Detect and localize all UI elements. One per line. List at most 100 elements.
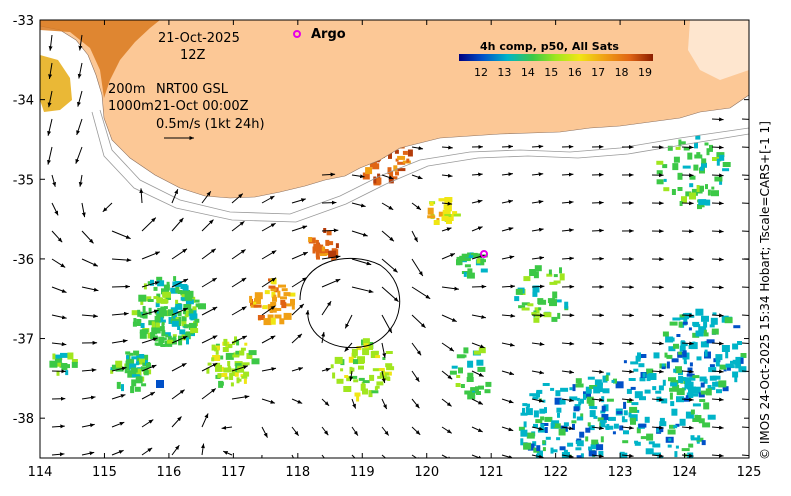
sst-pixel	[578, 401, 581, 405]
sst-pixel	[655, 391, 661, 394]
sst-pixel	[600, 420, 607, 423]
sst-pixel	[674, 451, 677, 457]
sst-pixel	[524, 421, 527, 427]
sst-pixel	[152, 321, 156, 328]
sst-pixel	[684, 361, 687, 364]
sst-pixel	[72, 362, 78, 368]
sst-pixel	[705, 184, 708, 189]
current-vector	[712, 315, 724, 316]
sst-pixel	[549, 282, 557, 285]
sst-pixel	[316, 240, 319, 245]
sst-pixel	[244, 379, 247, 384]
sst-pixel	[131, 379, 136, 386]
sst-pixel	[670, 382, 677, 386]
sst-pixel	[427, 215, 435, 218]
sst-pixel	[629, 407, 637, 413]
sst-pixel	[444, 197, 452, 202]
sst-pixel	[622, 440, 628, 443]
sst-pixel	[588, 377, 595, 380]
sst-pixel	[385, 363, 392, 367]
sst-pixel	[67, 353, 73, 360]
sst-pixel	[556, 437, 560, 440]
sst-pixel	[232, 355, 239, 358]
sst-pixel	[249, 350, 257, 355]
sst-pixel	[649, 441, 655, 444]
sst-pixel	[237, 377, 240, 383]
sst-pixel	[601, 436, 604, 442]
lat-tick-label: -37	[13, 333, 34, 348]
sst-pixel	[142, 331, 146, 337]
sst-pixel	[551, 420, 559, 423]
sst-pixel	[676, 446, 679, 449]
lat-tick-label: -33	[13, 14, 34, 29]
sst-pixel	[588, 422, 591, 426]
sst-pixel	[156, 277, 162, 281]
sst-pixel	[544, 407, 547, 413]
sst-pixel	[617, 485, 622, 488]
sst-pixel	[688, 393, 693, 398]
sst-pixel	[617, 485, 623, 490]
sst-pixel	[606, 375, 609, 381]
sst-pixel	[714, 177, 722, 182]
sst-pixel	[290, 299, 295, 305]
sst-pixel	[616, 411, 622, 414]
sst-pixel	[678, 352, 682, 355]
sst-pixel	[65, 370, 68, 375]
sst-pixel	[598, 451, 603, 456]
sst-pixel	[537, 298, 543, 304]
sst-pixel	[373, 368, 380, 371]
sst-pixel	[719, 155, 724, 161]
sst-pixel	[623, 430, 629, 434]
sst-pixel	[225, 377, 229, 380]
sst-pixel	[689, 193, 696, 200]
sst-pixel	[564, 450, 568, 455]
sst-pixel	[559, 429, 566, 436]
sst-pixel	[168, 309, 173, 314]
sst-pixel	[284, 292, 291, 296]
sst-pixel	[680, 419, 686, 426]
sst-pixel	[385, 373, 389, 376]
sst-pixel	[564, 422, 569, 426]
sst-pixel	[726, 364, 734, 368]
sst-pixel	[242, 362, 250, 365]
sst-pixel	[538, 307, 541, 310]
sst-pixel	[733, 360, 739, 365]
sst-pixel	[523, 443, 531, 450]
sst-pixel	[560, 273, 565, 280]
sst-pixel	[591, 440, 598, 445]
current-vector	[712, 175, 724, 176]
current-vector	[742, 175, 754, 176]
sst-pixel	[631, 459, 637, 463]
sst-pixel	[668, 438, 671, 441]
sst-pixel	[637, 352, 641, 359]
sst-pixel	[117, 382, 121, 389]
sst-pixel	[661, 469, 669, 473]
sst-pixel	[577, 440, 584, 446]
sst-pixel	[60, 353, 68, 358]
sst-pixel	[264, 318, 272, 325]
sst-pixel	[186, 337, 189, 344]
sst-pixel	[387, 377, 390, 381]
sst-pixel	[672, 318, 680, 321]
sst-pixel	[158, 337, 164, 342]
sst-pixel	[462, 254, 469, 258]
lon-tick-label: 123	[608, 465, 633, 480]
sst-pixel	[685, 378, 690, 385]
sst-pixel	[121, 384, 124, 391]
sst-pixel	[593, 386, 600, 393]
sst-pixel	[278, 285, 286, 288]
sst-pixel	[543, 383, 550, 386]
sst-pixel	[668, 445, 672, 448]
sst-pixel	[614, 424, 619, 429]
sst-pixel	[141, 383, 146, 386]
sst-pixel	[457, 260, 463, 265]
sst-pixel	[593, 416, 597, 419]
argo-label: Argo	[311, 27, 346, 42]
sst-pixel	[442, 216, 449, 221]
sst-pixel	[316, 257, 320, 260]
current-vector	[622, 343, 634, 344]
sst-pixel	[273, 295, 276, 299]
sst-pixel	[631, 387, 636, 390]
sst-pixel	[715, 381, 718, 385]
sst-pixel	[136, 319, 141, 326]
